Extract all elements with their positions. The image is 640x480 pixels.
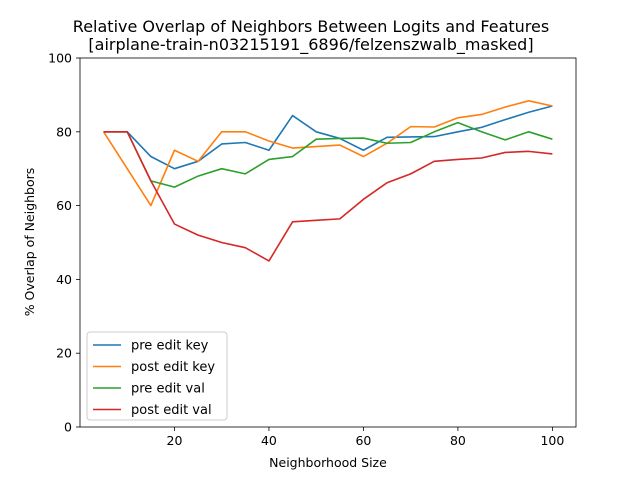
x-axis-label: Neighborhood Size	[269, 455, 387, 470]
y-tick-label: 0	[64, 420, 72, 435]
chart-title: Relative Overlap of Neighbors Between Lo…	[73, 17, 549, 36]
x-tick-label: 60	[355, 433, 371, 448]
x-tick-label: 80	[450, 433, 466, 448]
chart-subtitle: [airplane-train-n03215191_6896/felzenszw…	[88, 35, 533, 55]
plot-area	[102, 100, 553, 262]
y-tick-label: 20	[56, 346, 72, 361]
y-tick-label: 100	[48, 51, 72, 66]
legend-label-2: pre edit val	[131, 382, 205, 397]
x-tick-label: 40	[261, 433, 277, 448]
y-tick-label: 80	[56, 124, 72, 139]
legend-label-1: post edit key	[131, 360, 215, 375]
legend-label-3: post edit val	[131, 403, 212, 418]
axes-frame	[79, 57, 577, 428]
axes: 20 40 60 80 100 0 20 40 60 80 100	[48, 51, 577, 448]
legend-box	[86, 331, 228, 421]
x-tick-label: 100	[540, 433, 564, 448]
x-tick-label: 20	[167, 433, 183, 448]
y-axis-label: % Overlap of Neighbors	[22, 168, 37, 317]
series-line-0	[103, 105, 553, 170]
y-tick-label: 40	[56, 272, 72, 287]
series-line-3	[103, 131, 553, 262]
series-line-1	[102, 100, 553, 207]
legend: pre edit key post edit key pre edit val pos…	[86, 331, 228, 421]
legend-label-0: pre edit key	[131, 339, 209, 354]
y-tick-label: 60	[56, 198, 72, 213]
series-line-2	[103, 121, 553, 188]
